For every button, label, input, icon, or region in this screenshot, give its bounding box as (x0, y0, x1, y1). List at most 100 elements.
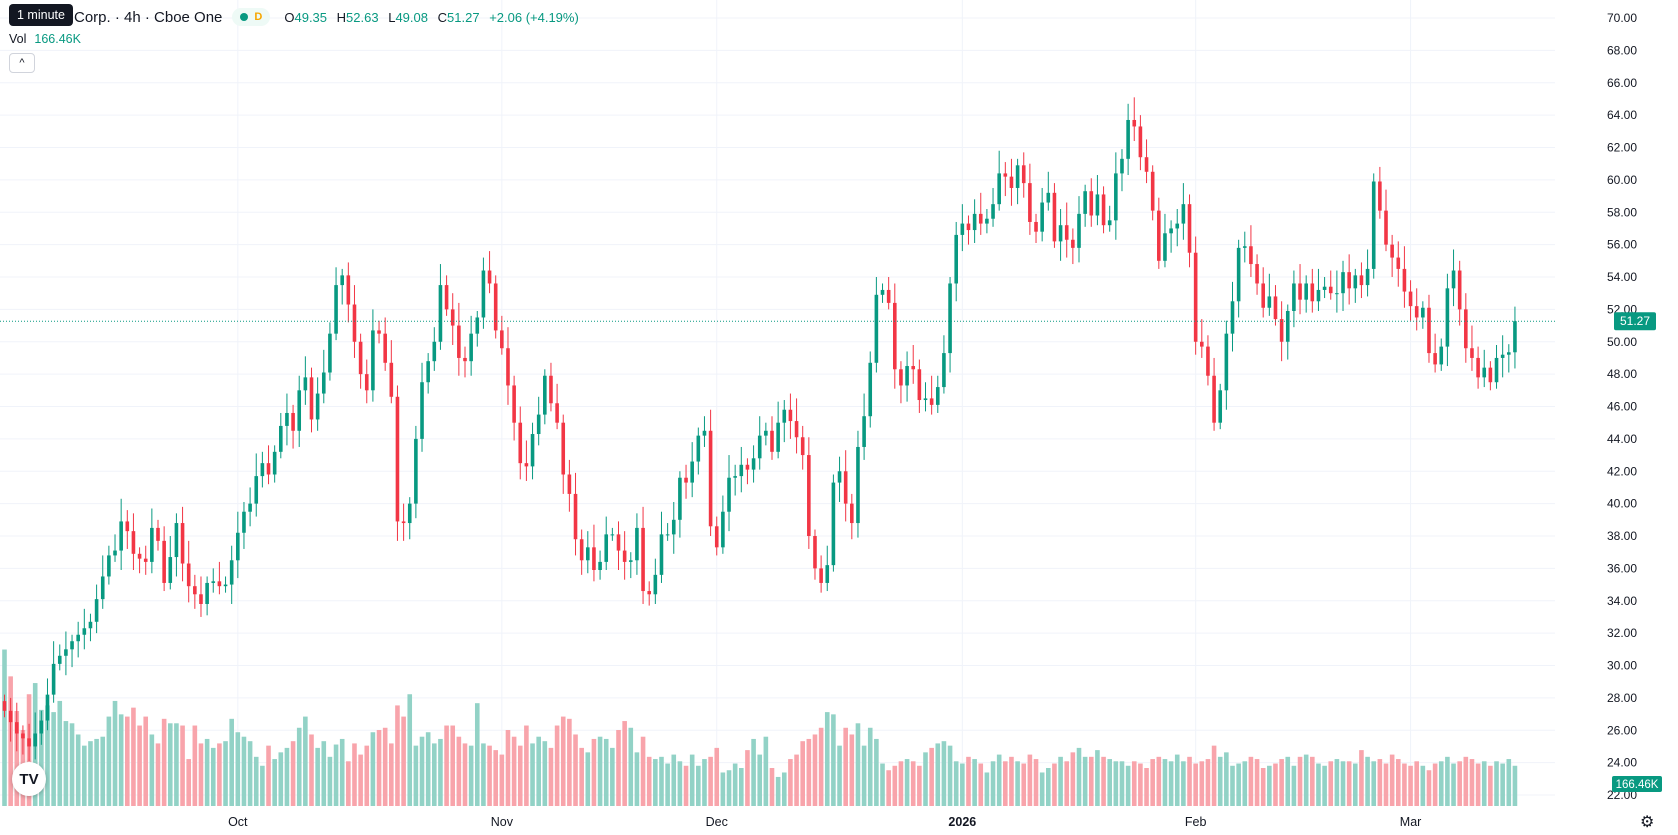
candle[interactable] (260, 463, 265, 477)
candle[interactable] (727, 477, 731, 512)
candle[interactable] (450, 309, 455, 326)
candle[interactable] (592, 547, 596, 570)
candle[interactable] (1378, 181, 1382, 211)
candle[interactable] (893, 302, 897, 370)
candle[interactable] (942, 353, 946, 388)
candle[interactable] (1451, 270, 1456, 289)
candle[interactable] (1408, 291, 1413, 307)
candle[interactable] (635, 527, 639, 561)
candle[interactable] (868, 362, 873, 417)
candle[interactable] (1500, 354, 1505, 358)
candle[interactable] (1298, 283, 1302, 300)
candle[interactable] (236, 532, 240, 561)
candle[interactable] (776, 422, 780, 452)
candle[interactable] (143, 558, 148, 562)
candle[interactable] (745, 464, 750, 470)
candle[interactable] (1138, 126, 1143, 158)
candle[interactable] (972, 213, 977, 231)
candle[interactable] (45, 694, 50, 721)
candle[interactable] (1359, 275, 1364, 286)
candle[interactable] (1120, 158, 1124, 174)
candle[interactable] (1058, 225, 1063, 242)
candle[interactable] (641, 527, 645, 592)
candle[interactable] (1304, 283, 1308, 300)
candle[interactable] (794, 421, 799, 438)
candle[interactable] (733, 476, 737, 478)
candle[interactable] (954, 234, 958, 284)
candle[interactable] (1482, 367, 1487, 378)
candle[interactable] (1101, 194, 1106, 226)
candle[interactable] (960, 223, 965, 235)
candle[interactable] (1316, 289, 1321, 302)
candle[interactable] (383, 333, 387, 363)
candle[interactable] (1427, 307, 1431, 354)
candle[interactable] (364, 374, 369, 391)
candle[interactable] (205, 582, 209, 604)
candle[interactable] (180, 523, 185, 564)
candle[interactable] (1433, 353, 1437, 365)
candle[interactable] (899, 369, 903, 386)
candle[interactable] (334, 285, 338, 334)
candle[interactable] (1279, 319, 1284, 342)
candle[interactable] (1494, 357, 1499, 383)
candle[interactable] (414, 438, 418, 504)
candle[interactable] (1396, 257, 1401, 269)
candle[interactable] (1236, 247, 1241, 302)
candle[interactable] (1273, 296, 1278, 320)
candle[interactable] (463, 357, 467, 362)
candle[interactable] (94, 599, 99, 622)
candle[interactable] (714, 526, 719, 548)
candle[interactable] (665, 534, 670, 536)
candle[interactable] (935, 387, 940, 405)
candle[interactable] (751, 458, 756, 470)
candle[interactable] (543, 375, 547, 415)
candle[interactable] (880, 289, 885, 295)
candle[interactable] (1077, 213, 1081, 248)
candle[interactable] (659, 534, 664, 575)
candle[interactable] (1193, 252, 1198, 342)
candle[interactable] (297, 390, 302, 431)
candle[interactable] (549, 375, 553, 404)
candle[interactable] (1285, 310, 1290, 342)
candle[interactable] (610, 534, 615, 536)
candle[interactable] (64, 649, 68, 656)
candle[interactable] (573, 493, 578, 540)
market-status-badge[interactable]: D (232, 8, 271, 26)
candle[interactable] (788, 409, 793, 422)
candle[interactable] (628, 560, 633, 562)
candle[interactable] (807, 455, 811, 536)
candle[interactable] (1157, 210, 1161, 261)
candle[interactable] (432, 341, 437, 362)
candle[interactable] (1187, 204, 1192, 253)
candle[interactable] (905, 366, 909, 386)
candle[interactable] (739, 464, 744, 477)
candle[interactable] (150, 527, 154, 562)
candle[interactable] (51, 663, 56, 695)
candle[interactable] (616, 534, 621, 551)
candle[interactable] (1292, 283, 1296, 311)
candle[interactable] (567, 474, 572, 494)
candle[interactable] (862, 416, 866, 447)
candle[interactable] (266, 463, 271, 475)
candle[interactable] (487, 270, 492, 284)
candle[interactable] (21, 733, 25, 739)
candle[interactable] (119, 521, 123, 551)
candle[interactable] (555, 403, 559, 423)
candle[interactable] (8, 710, 13, 723)
candle[interactable] (850, 503, 854, 524)
candle[interactable] (1457, 270, 1462, 310)
candle[interactable] (309, 377, 314, 420)
candle[interactable] (76, 634, 80, 642)
candle[interactable] (1003, 173, 1008, 177)
candle[interactable] (1414, 306, 1419, 318)
candle[interactable] (856, 446, 860, 524)
candle[interactable] (512, 385, 516, 423)
candle[interactable] (1126, 119, 1130, 159)
candle[interactable] (438, 285, 443, 342)
candle[interactable] (100, 576, 105, 600)
candle[interactable] (1028, 183, 1032, 222)
candle[interactable] (831, 482, 836, 566)
candle[interactable] (1150, 171, 1155, 211)
candle[interactable] (82, 628, 87, 635)
candle[interactable] (1114, 173, 1118, 221)
